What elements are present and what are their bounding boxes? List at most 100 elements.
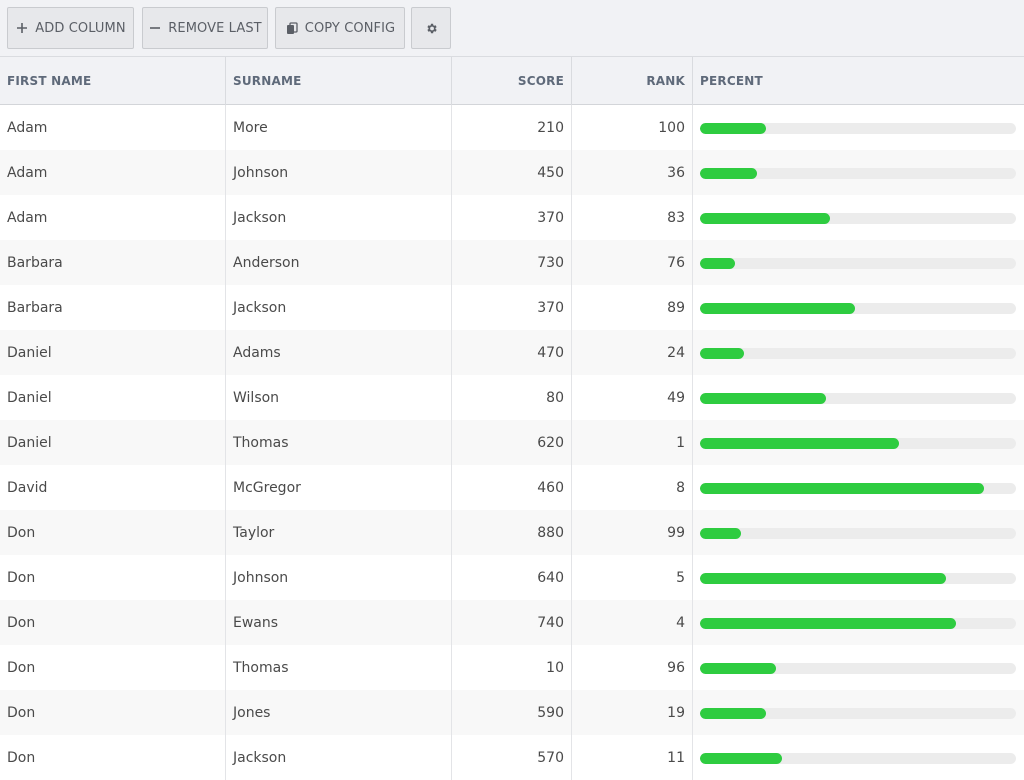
cell-rank: 1 [572, 420, 693, 465]
table-row[interactable]: Adam Jackson 370 83 [0, 195, 1024, 240]
cell-surname: Jackson [226, 285, 452, 330]
cell-rank: 19 [572, 690, 693, 735]
cell-score: 450 [452, 150, 572, 195]
table-row[interactable]: Barbara Anderson 730 76 [0, 240, 1024, 285]
cell-first-name: Daniel [0, 420, 226, 465]
percent-bar-track [700, 258, 1016, 269]
cell-percent [693, 105, 1024, 150]
cell-score: 620 [452, 420, 572, 465]
cell-score: 210 [452, 105, 572, 150]
cell-percent [693, 420, 1024, 465]
cell-surname: Taylor [226, 510, 452, 555]
gear-icon [424, 21, 438, 35]
cell-percent [693, 690, 1024, 735]
cell-surname: McGregor [226, 465, 452, 510]
table-row[interactable]: Don Johnson 640 5 [0, 555, 1024, 600]
cell-rank: 4 [572, 600, 693, 645]
table-row[interactable]: Daniel Thomas 620 1 [0, 420, 1024, 465]
cell-score: 10 [452, 645, 572, 690]
percent-bar-fill [700, 258, 735, 269]
cell-score: 570 [452, 735, 572, 780]
percent-bar-fill [700, 663, 776, 674]
table-row[interactable]: Adam More 210 100 [0, 105, 1024, 150]
cell-first-name: Barbara [0, 240, 226, 285]
cell-score: 80 [452, 375, 572, 420]
cell-rank: 36 [572, 150, 693, 195]
remove-last-button[interactable]: REMOVE LAST [142, 7, 268, 49]
cell-first-name: Don [0, 690, 226, 735]
percent-bar-track [700, 708, 1016, 719]
percent-bar-track [700, 123, 1016, 134]
cell-rank: 89 [572, 285, 693, 330]
cell-first-name: Don [0, 600, 226, 645]
remove-last-label: REMOVE LAST [168, 20, 262, 36]
table-row[interactable]: Daniel Adams 470 24 [0, 330, 1024, 375]
percent-bar-track [700, 213, 1016, 224]
cell-percent [693, 375, 1024, 420]
plus-icon [15, 21, 29, 35]
cell-first-name: Don [0, 735, 226, 780]
cell-surname: Anderson [226, 240, 452, 285]
percent-bar-track [700, 303, 1016, 314]
table-row[interactable]: David McGregor 460 8 [0, 465, 1024, 510]
header-score[interactable]: SCORE [452, 57, 572, 105]
cell-score: 470 [452, 330, 572, 375]
copy-icon [285, 21, 299, 35]
percent-bar-track [700, 618, 1016, 629]
cell-surname: Johnson [226, 555, 452, 600]
table-row[interactable]: Don Taylor 880 99 [0, 510, 1024, 555]
cell-score: 640 [452, 555, 572, 600]
percent-bar-fill [700, 708, 767, 719]
grid-body: Adam More 210 100 Adam Johnson 450 36 Adam Jackso… [0, 105, 1024, 780]
add-column-button[interactable]: ADD COLUMN [7, 7, 134, 49]
cell-first-name: Adam [0, 150, 226, 195]
percent-bar-track [700, 528, 1016, 539]
cell-percent [693, 510, 1024, 555]
percent-bar-track [700, 663, 1016, 674]
header-surname[interactable]: SURNAME [226, 57, 452, 105]
header-rank[interactable]: RANK [572, 57, 693, 105]
cell-surname: More [226, 105, 452, 150]
table-row[interactable]: Don Ewans 740 4 [0, 600, 1024, 645]
cell-rank: 5 [572, 555, 693, 600]
header-percent[interactable]: PERCENT [700, 74, 763, 88]
header-first-name[interactable]: FIRST NAME [0, 57, 226, 105]
cell-surname: Adams [226, 330, 452, 375]
cell-percent [693, 240, 1024, 285]
cell-rank: 83 [572, 195, 693, 240]
cell-first-name: Adam [0, 105, 226, 150]
cell-percent [693, 600, 1024, 645]
cell-surname: Ewans [226, 600, 452, 645]
table-row[interactable]: Don Jackson 570 11 [0, 735, 1024, 780]
percent-bar-track [700, 348, 1016, 359]
percent-bar-track [700, 573, 1016, 584]
percent-bar-fill [700, 303, 855, 314]
cell-surname: Thomas [226, 420, 452, 465]
table-row[interactable]: Daniel Wilson 80 49 [0, 375, 1024, 420]
copy-config-button[interactable]: COPY CONFIG [275, 7, 405, 49]
cell-surname: Jackson [226, 195, 452, 240]
cell-first-name: Don [0, 645, 226, 690]
percent-bar-fill [700, 528, 742, 539]
cell-score: 460 [452, 465, 572, 510]
add-column-label: ADD COLUMN [35, 20, 126, 36]
cell-surname: Wilson [226, 375, 452, 420]
percent-bar-fill [700, 393, 827, 404]
table-row[interactable]: Barbara Jackson 370 89 [0, 285, 1024, 330]
cell-first-name: Barbara [0, 285, 226, 330]
cell-surname: Jones [226, 690, 452, 735]
cell-surname: Johnson [226, 150, 452, 195]
cell-rank: 99 [572, 510, 693, 555]
cell-rank: 96 [572, 645, 693, 690]
cell-rank: 100 [572, 105, 693, 150]
cell-score: 590 [452, 690, 572, 735]
settings-button[interactable] [411, 7, 451, 49]
table-row[interactable]: Adam Johnson 450 36 [0, 150, 1024, 195]
cell-rank: 24 [572, 330, 693, 375]
copy-config-label: COPY CONFIG [304, 20, 396, 36]
table-row[interactable]: Don Thomas 10 96 [0, 645, 1024, 690]
percent-bar-fill [700, 573, 947, 584]
cell-percent [693, 465, 1024, 510]
table-row[interactable]: Don Jones 590 19 [0, 690, 1024, 735]
cell-percent [693, 645, 1024, 690]
